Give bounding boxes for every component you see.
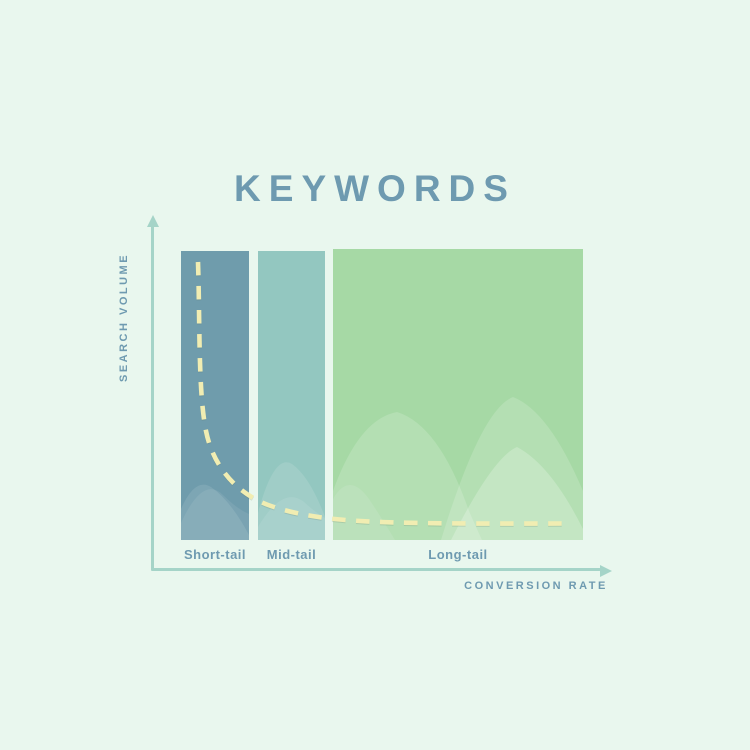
hill-decoration — [258, 462, 325, 540]
segment-label-long-tail: Long-tail — [428, 547, 488, 562]
bar-short-tail — [181, 251, 249, 540]
segment-label-short-tail: Short-tail — [183, 547, 247, 562]
page-title: KEYWORDS — [234, 168, 516, 209]
y-axis-label: SEARCH VOLUME — [118, 252, 130, 382]
bar-long-tail — [333, 249, 583, 540]
x-axis-label: CONVERSION RATE — [464, 580, 608, 592]
x-axis-arrow-icon — [600, 565, 612, 577]
hill-decoration — [181, 484, 249, 540]
segment-label-mid-tail: Mid-tail — [266, 547, 317, 562]
x-axis-line — [151, 568, 601, 571]
bar-mid-tail — [258, 251, 325, 540]
y-axis-line — [151, 226, 154, 571]
y-axis-arrow-icon — [146, 215, 159, 227]
hill-decoration — [333, 397, 583, 540]
